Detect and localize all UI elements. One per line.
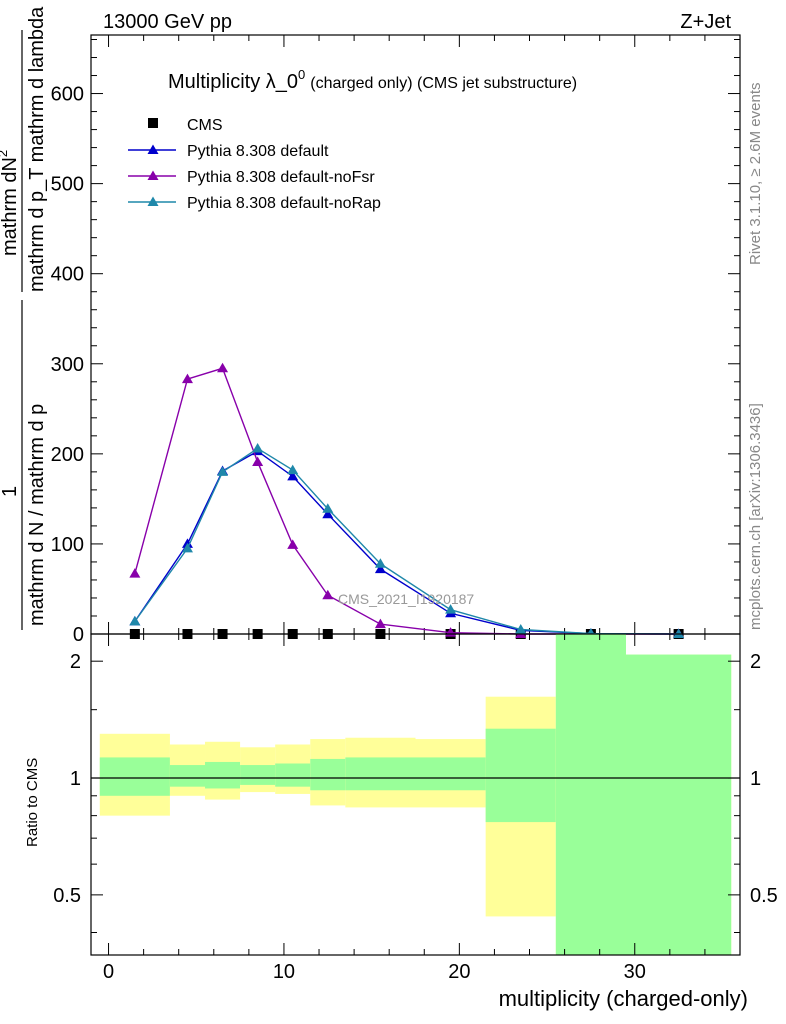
pythia-norap-point <box>252 442 264 453</box>
ratio-y-tick-label-right: 2 <box>750 651 761 673</box>
header-right: Z+Jet <box>680 11 731 33</box>
pythia-nofsr-point <box>129 568 141 578</box>
ratio-band-inner <box>205 761 241 789</box>
x-tick-label: 10 <box>273 961 295 983</box>
main-y-tick-label: 500 <box>51 174 84 196</box>
ratio-band-inner <box>310 758 346 791</box>
ratio-y-ticks: 0.5 0.5 1 1 2 2 <box>53 651 778 933</box>
main-y-ticks: 0 100 200 300 400 500 600 <box>51 35 740 646</box>
rivet-label: Rivet 3.1.10, ≥ 2.6M events <box>747 83 764 266</box>
title-sup: 0 <box>298 67 305 82</box>
ylabel-num-sup: 2 <box>0 150 10 157</box>
ratio-band-inner <box>555 634 626 955</box>
ratio-y-tick-label: 1 <box>70 768 81 790</box>
ratio-panel: 0.5 0.5 1 1 2 2 0 10 20 30 Ratio to CMS multipli… <box>24 633 778 1011</box>
pythia-norap-point <box>445 604 457 614</box>
ratio-band-inner <box>169 765 206 787</box>
legend-norap-label: Pythia 8.308 default-noRap <box>187 195 381 212</box>
ylabel-num-text: mathrm dN <box>0 157 21 256</box>
legend: CMS Pythia 8.308 default Pythia 8.308 de… <box>128 117 381 212</box>
ratio-bands <box>99 634 732 955</box>
ratio-x-ticks: 0 10 20 30 <box>103 634 706 983</box>
ratio-y-tick-label-right: 1 <box>750 768 761 790</box>
legend-nofsr-label: Pythia 8.308 default-noFsr <box>187 169 375 186</box>
pythia-norap-point <box>129 615 141 626</box>
ratio-y-tick-label-right: 0.5 <box>750 885 778 907</box>
pythia-default-point <box>287 470 299 481</box>
legend-cms-label: CMS <box>187 117 223 134</box>
ratio-y-tick-label: 2 <box>70 651 81 673</box>
ratio-band-inner <box>625 654 732 955</box>
site-label: mcplots.cern.ch [arXiv:1306.3436] <box>747 403 764 630</box>
pythia-nofsr-point <box>374 618 386 629</box>
watermark: CMS_2021_I1920187 <box>338 591 474 607</box>
pythia-nofsr-point <box>322 589 334 600</box>
ratio-y-label: Ratio to CMS <box>24 758 41 847</box>
ratio-band-inner <box>415 757 486 791</box>
legend-cms-marker <box>148 118 158 128</box>
ylabel-den: mathrm d p_T mathrm d lambda <box>26 6 48 292</box>
main-y-tick-label: 100 <box>51 534 84 556</box>
pythia-nofsr-point <box>252 456 264 466</box>
pythia-nofsr-point <box>287 539 299 549</box>
title-sub: (charged only) (CMS jet substructure) <box>310 75 577 92</box>
pythia-norap-point <box>217 466 229 476</box>
legend-default-label: Pythia 8.308 default <box>187 143 329 160</box>
x-tick-label: 0 <box>103 961 114 983</box>
ylabel-num: mathrm dN2 <box>0 150 21 256</box>
ylabel-prefix-den: mathrm d N / mathrm d p <box>26 404 48 626</box>
ratio-frame <box>90 633 741 956</box>
main-y-tick-label: 400 <box>51 264 84 286</box>
pythia-norap-point <box>673 628 685 638</box>
ratio-band-inner <box>485 728 556 823</box>
x-tick-label: 20 <box>448 961 470 983</box>
pythia-nofsr-point <box>181 373 193 384</box>
ratio-y-tick-label: 0.5 <box>53 885 81 907</box>
main-y-tick-label: 0 <box>73 624 84 646</box>
pythia-norap-point <box>322 503 334 513</box>
pythia-norap-point <box>287 464 299 475</box>
x-axis-label: multiplicity (charged-only) <box>499 986 748 1011</box>
ratio-band-inner <box>240 765 276 785</box>
pythia-nofsr-point <box>217 362 229 373</box>
legend-default-marker <box>147 144 159 154</box>
ylabel-prefix-num: 1 <box>0 486 21 497</box>
pythia-norap-point <box>181 542 193 553</box>
pythia-norap-point <box>515 623 527 634</box>
main-y-axis-label: 1 mathrm d N / mathrm d p mathrm dN2 mat… <box>0 6 48 630</box>
x-tick-label: 30 <box>624 961 646 983</box>
legend-norap-marker <box>147 196 159 206</box>
ratio-band-inner <box>275 763 311 787</box>
legend-nofsr-marker <box>147 170 159 180</box>
pythia-default-point <box>322 508 334 519</box>
title-main: Multiplicity λ_0 <box>168 71 298 93</box>
pythia-norap-point <box>374 558 386 568</box>
ratio-band-inner <box>345 757 416 791</box>
pythia-default-point <box>374 563 386 574</box>
header-left: 13000 GeV pp <box>103 11 232 33</box>
main-y-tick-label: 600 <box>51 84 84 106</box>
main-y-tick-label: 300 <box>51 354 84 376</box>
ylabel-prefix-den-text: mathrm d N / mathrm d p <box>26 404 48 626</box>
main-title: Multiplicity λ_00 (charged only) (CMS jet… <box>168 67 577 93</box>
ratio-band-inner <box>99 757 170 796</box>
main-y-tick-label: 200 <box>51 444 84 466</box>
